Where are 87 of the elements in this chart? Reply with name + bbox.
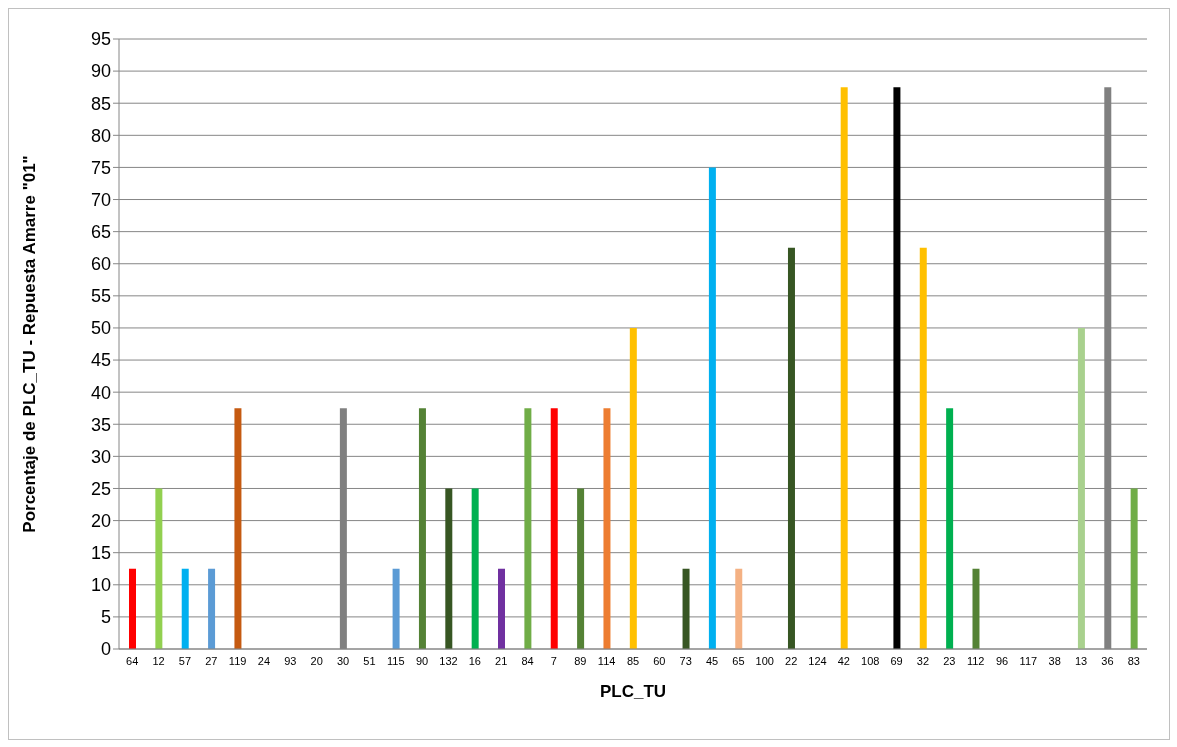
- bar: [893, 87, 901, 649]
- x-tick-label: 7: [550, 654, 557, 667]
- bar: [1130, 488, 1138, 649]
- x-tick-label: 117: [1019, 654, 1038, 667]
- y-tick-label: 95: [90, 29, 111, 50]
- x-tick-label: 114: [597, 654, 616, 667]
- bar: [840, 87, 848, 649]
- x-tick-label: 32: [916, 654, 930, 667]
- x-tick-label: 60: [653, 654, 666, 667]
- bar: [629, 327, 637, 649]
- y-tick-label: 75: [90, 157, 111, 178]
- y-tick-label: 35: [90, 414, 111, 435]
- y-tick-label: 60: [90, 254, 111, 275]
- x-tick-label: 21: [495, 654, 508, 667]
- bar: [682, 568, 690, 649]
- y-tick-label: 65: [90, 222, 111, 243]
- y-tick-label: 20: [90, 510, 111, 531]
- x-tick-label: 45: [705, 654, 719, 667]
- x-tick-label: 112: [966, 654, 985, 667]
- y-tick-label: 30: [90, 446, 111, 467]
- x-tick-label: 84: [521, 654, 534, 667]
- x-tick-label: 124: [808, 654, 827, 667]
- bar: [208, 568, 216, 649]
- x-tick-label: 27: [205, 654, 218, 667]
- x-tick-label: 93: [284, 654, 297, 667]
- y-tick-label: 50: [90, 318, 111, 339]
- x-tick-label: 119: [228, 654, 247, 667]
- x-tick-label: 30: [336, 654, 350, 667]
- bar: [418, 408, 426, 649]
- x-tick-label: 36: [1101, 654, 1114, 667]
- bar: [919, 247, 927, 649]
- x-tick-label: 65: [732, 654, 745, 667]
- x-tick-label: 90: [416, 654, 429, 667]
- bar: [471, 488, 479, 649]
- bar: [155, 488, 163, 649]
- x-tick-label: 132: [439, 654, 458, 667]
- x-tick-label: 64: [126, 654, 139, 667]
- x-tick-label: 85: [626, 654, 640, 667]
- y-axis-title: Porcentaje de PLC_TU - Repuesta Amarre "01": [20, 155, 40, 533]
- x-tick-label: 42: [837, 654, 850, 667]
- y-tick-label: 40: [90, 382, 111, 403]
- y-tick-label: 45: [90, 350, 111, 371]
- y-tick-label: 85: [90, 93, 111, 114]
- bar: [787, 247, 795, 649]
- y-tick-label: 25: [90, 478, 111, 499]
- y-tick-label: 55: [90, 286, 111, 307]
- bar: [392, 568, 400, 649]
- x-tick-label: 13: [1074, 654, 1088, 667]
- bar: [972, 568, 980, 649]
- bar: [498, 568, 506, 649]
- x-tick-label: 16: [468, 654, 481, 667]
- x-tick-label: 100: [755, 654, 774, 667]
- bar: [946, 408, 954, 649]
- bar: [129, 568, 136, 649]
- x-tick-label: 23: [943, 654, 956, 667]
- x-tick-label: 108: [861, 654, 880, 667]
- x-tick-label: 115: [387, 654, 405, 667]
- x-tick-label: 57: [178, 654, 192, 667]
- bar: [234, 408, 242, 649]
- bar: [445, 488, 453, 649]
- x-tick-label: 89: [574, 654, 587, 667]
- bar: [577, 488, 585, 649]
- x-tick-label: 12: [152, 654, 165, 667]
- bar: [735, 568, 743, 649]
- x-tick-label: 83: [1127, 654, 1140, 667]
- x-tick-label: 20: [310, 654, 323, 667]
- x-tick-label: 38: [1048, 654, 1061, 667]
- bar: [603, 408, 611, 649]
- bar: [1077, 327, 1085, 649]
- bar: [550, 408, 558, 649]
- x-tick-label: 51: [363, 654, 376, 667]
- y-tick-label: 0: [100, 639, 111, 660]
- y-tick-label: 70: [90, 189, 111, 210]
- y-tick-label: 80: [90, 125, 111, 146]
- y-tick-label: 15: [90, 543, 111, 564]
- bar: [708, 167, 716, 649]
- y-tick-label: 10: [90, 575, 111, 596]
- x-axis-title: PLC_TU: [599, 682, 667, 701]
- x-tick-label: 69: [890, 654, 903, 667]
- x-tick-label: 24: [257, 654, 271, 667]
- bar: [524, 408, 532, 649]
- x-tick-label: 73: [679, 654, 692, 667]
- x-tick-label: 96: [995, 654, 1009, 667]
- y-tick-label: 90: [90, 61, 111, 82]
- y-tick-label: 5: [100, 607, 111, 628]
- bar: [181, 568, 189, 649]
- x-tick-label: 22: [785, 654, 798, 667]
